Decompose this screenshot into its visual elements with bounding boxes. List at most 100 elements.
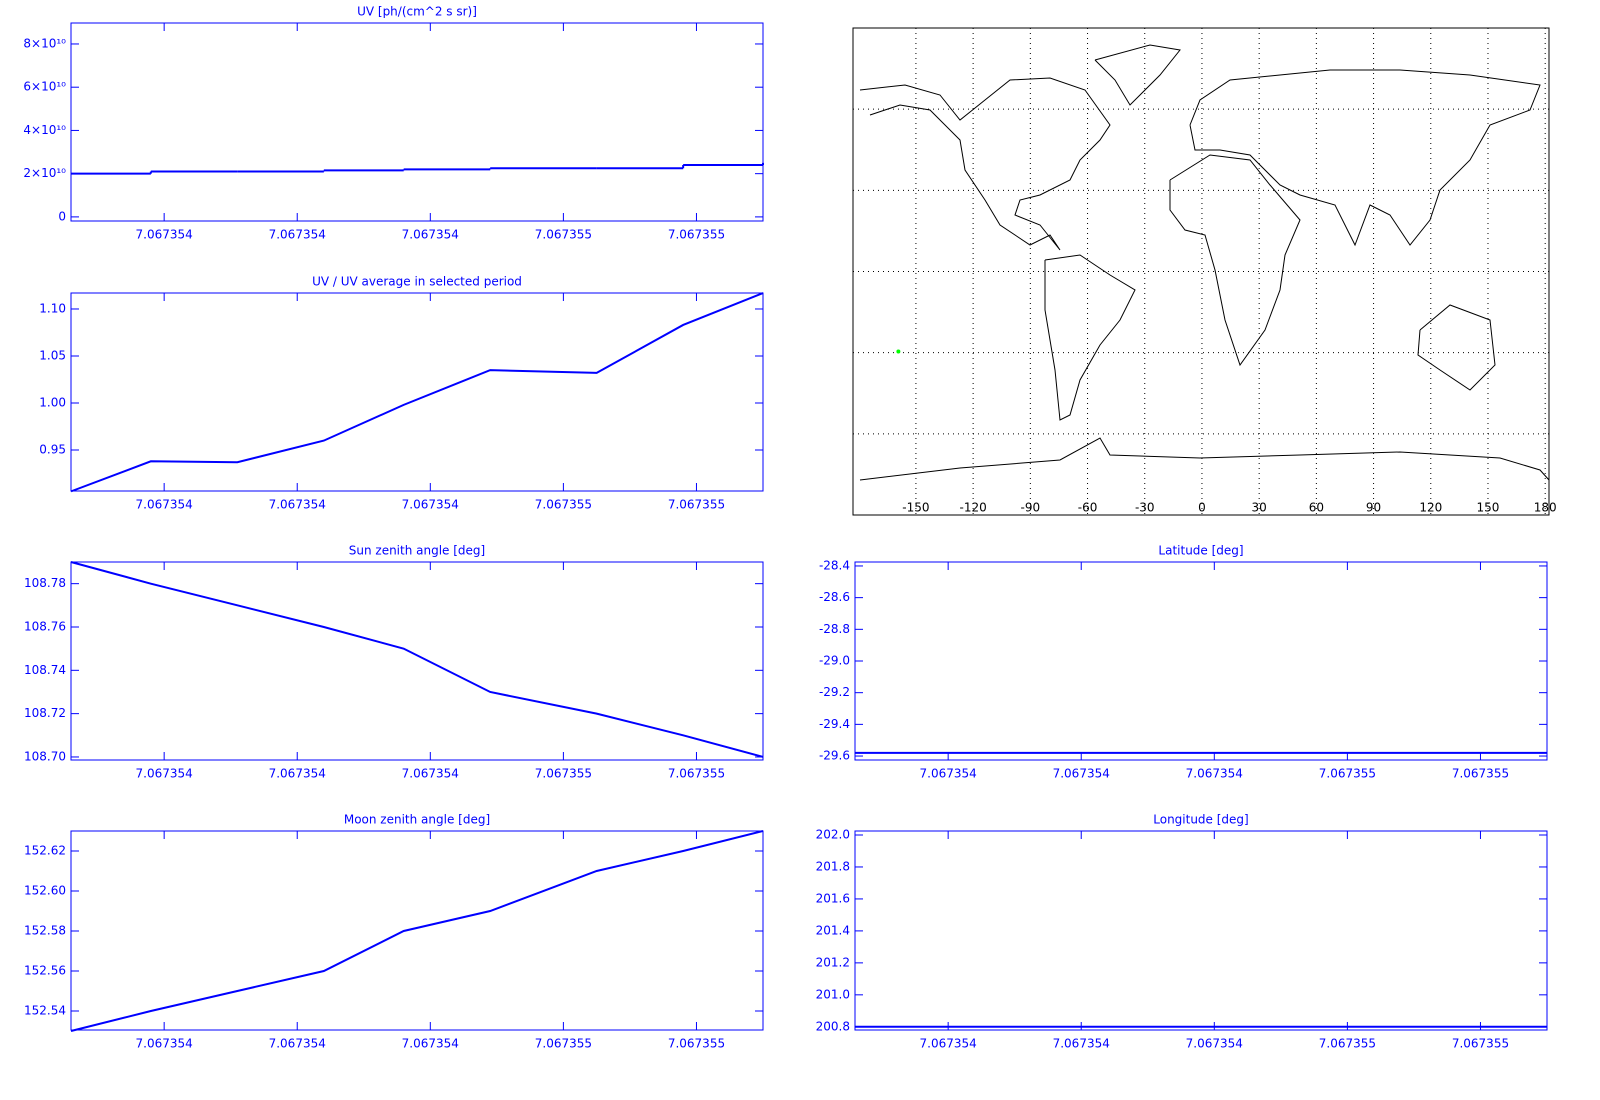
x-tick-label: 7.067354	[136, 1037, 193, 1051]
x-tick-label: 7.067354	[920, 1037, 977, 1051]
chart-title: Latitude [deg]	[1158, 544, 1243, 558]
plot-frame	[70, 830, 764, 1031]
y-tick-label: 1.00	[39, 396, 66, 410]
y-tick-label: 202.0	[816, 827, 850, 841]
chart-title: Longitude [deg]	[1153, 813, 1248, 827]
y-tick-label: -29.6	[819, 749, 850, 763]
x-tick-label: 7.067354	[136, 767, 193, 781]
y-tick-label: 6×10¹⁰	[23, 80, 66, 94]
x-tick-label: 7.067355	[668, 767, 725, 781]
x-tick-label: 7.067355	[668, 228, 725, 242]
x-tick-label: -30	[1135, 501, 1155, 515]
x-tick-label: 7.067354	[136, 498, 193, 512]
y-tick-label: 201.8	[816, 859, 850, 873]
x-tick-label: 7.067355	[535, 228, 592, 242]
x-tick-label: 90	[1366, 501, 1381, 515]
x-tick-label: 7.067354	[269, 498, 326, 512]
x-tick-label: 7.067354	[1053, 1037, 1110, 1051]
y-tick-label: -29.2	[819, 685, 850, 699]
x-tick-label: -60	[1078, 501, 1098, 515]
data-line	[70, 561, 764, 758]
x-tick-label: 7.067354	[402, 228, 459, 242]
x-tick-label: 7.067354	[269, 767, 326, 781]
x-tick-label: 7.067355	[535, 767, 592, 781]
y-tick-label: 201.0	[816, 987, 850, 1001]
y-tick-label: 200.8	[816, 1019, 850, 1033]
map-frame	[852, 27, 1550, 516]
y-tick-label: 1.05	[39, 348, 66, 362]
y-tick-label: -29.0	[819, 654, 850, 668]
chart-title: UV / UV average in selected period	[312, 275, 522, 289]
x-tick-label: 150	[1477, 501, 1500, 515]
x-tick-label: 7.067354	[1186, 1037, 1243, 1051]
plot-frame	[854, 561, 1548, 761]
australia	[1417, 304, 1496, 391]
antarctica	[859, 437, 1550, 481]
data-line	[70, 830, 764, 1032]
y-tick-label: 8×10¹⁰	[23, 36, 66, 50]
greenland	[1094, 44, 1181, 106]
x-tick-label: 7.067354	[402, 1037, 459, 1051]
y-tick-label: 152.56	[24, 964, 66, 978]
y-tick-label: 108.76	[24, 619, 66, 633]
plot-frame	[70, 22, 764, 222]
x-tick-label: 7.067355	[1452, 767, 1509, 781]
y-tick-label: -29.4	[819, 717, 850, 731]
x-tick-label: 7.067354	[402, 767, 459, 781]
x-tick-label: 7.067355	[535, 498, 592, 512]
plot-frame	[70, 292, 764, 492]
x-tick-label: 7.067354	[1053, 767, 1110, 781]
y-tick-label: 152.58	[24, 924, 66, 938]
x-tick-label: -120	[960, 501, 987, 515]
coastlines	[859, 44, 1550, 481]
y-tick-label: 108.78	[24, 576, 66, 590]
x-tick-label: 7.067355	[535, 1037, 592, 1051]
x-tick-label: 120	[1419, 501, 1442, 515]
x-tick-label: 7.067355	[1319, 1037, 1376, 1051]
y-tick-label: -28.4	[819, 558, 850, 572]
x-tick-label: 30	[1252, 501, 1267, 515]
x-tick-label: 7.067355	[668, 1037, 725, 1051]
eurasia	[1189, 69, 1541, 247]
x-tick-label: 7.067355	[668, 498, 725, 512]
x-tick-label: 180	[1534, 501, 1557, 515]
y-tick-label: 201.4	[816, 923, 850, 937]
position-marker	[896, 349, 901, 354]
y-tick-label: -28.8	[819, 622, 850, 636]
x-tick-label: -90	[1021, 501, 1041, 515]
x-tick-label: 7.067354	[920, 767, 977, 781]
x-tick-label: 7.067355	[1319, 767, 1376, 781]
y-tick-label: 1.10	[39, 301, 66, 315]
y-tick-label: 152.62	[24, 844, 66, 858]
x-tick-label: 7.067354	[1186, 767, 1243, 781]
y-tick-label: 4×10¹⁰	[23, 123, 66, 137]
x-tick-label: 7.067354	[269, 228, 326, 242]
x-tick-label: 7.067354	[269, 1037, 326, 1051]
chart-title: Sun zenith angle [deg]	[349, 544, 485, 558]
y-tick-label: 108.72	[24, 706, 66, 720]
y-tick-label: 0	[58, 209, 66, 223]
south-america	[1044, 254, 1136, 421]
y-tick-label: -28.6	[819, 590, 850, 604]
chart-title: Moon zenith angle [deg]	[344, 813, 490, 827]
x-tick-label: 60	[1309, 501, 1324, 515]
y-tick-label: 152.54	[24, 1004, 66, 1018]
x-tick-label: 7.067355	[1452, 1037, 1509, 1051]
chart-title: UV [ph/(cm^2 s sr)]	[357, 5, 477, 19]
y-tick-label: 108.70	[24, 749, 66, 763]
north-america	[859, 77, 1111, 251]
africa	[1169, 154, 1301, 367]
x-tick-label: 7.067354	[136, 228, 193, 242]
y-tick-label: 201.2	[816, 955, 850, 969]
data-line	[70, 292, 764, 493]
y-tick-label: 108.74	[24, 663, 66, 677]
y-tick-label: 2×10¹⁰	[23, 166, 66, 180]
x-tick-label: 0	[1198, 501, 1206, 515]
x-tick-label: 7.067354	[402, 498, 459, 512]
x-tick-label: -150	[902, 501, 929, 515]
y-tick-label: 201.6	[816, 891, 850, 905]
plot-frame	[70, 561, 764, 761]
plot-frame	[854, 830, 1548, 1031]
